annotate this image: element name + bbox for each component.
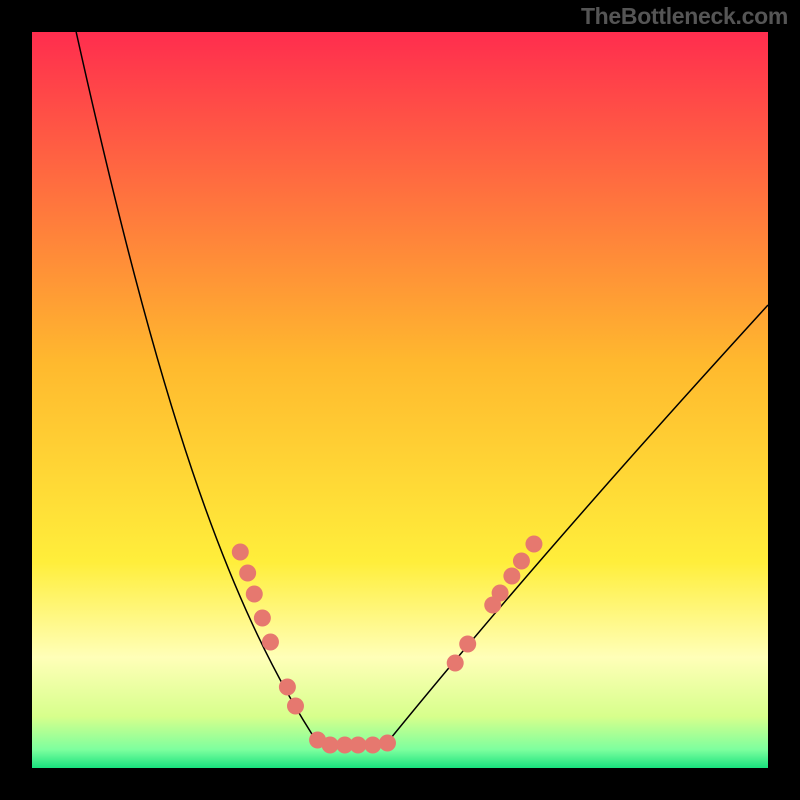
plot-background [32, 32, 768, 768]
root-container: TheBottleneck.com [0, 0, 800, 800]
watermark-text: TheBottleneck.com [581, 3, 788, 30]
marker-point [246, 586, 263, 603]
marker-point [492, 585, 509, 602]
marker-point [279, 679, 296, 696]
marker-point [503, 568, 520, 585]
marker-point [232, 544, 249, 561]
marker-point [513, 553, 530, 570]
marker-point [239, 565, 256, 582]
marker-point [350, 737, 367, 754]
marker-point [364, 737, 381, 754]
marker-point [447, 655, 464, 672]
marker-point [459, 636, 476, 653]
marker-point [525, 536, 542, 553]
marker-point [379, 735, 396, 752]
marker-point [287, 698, 304, 715]
marker-point [262, 634, 279, 651]
marker-point [322, 737, 339, 754]
chart-svg [0, 0, 800, 800]
marker-point [254, 610, 271, 627]
